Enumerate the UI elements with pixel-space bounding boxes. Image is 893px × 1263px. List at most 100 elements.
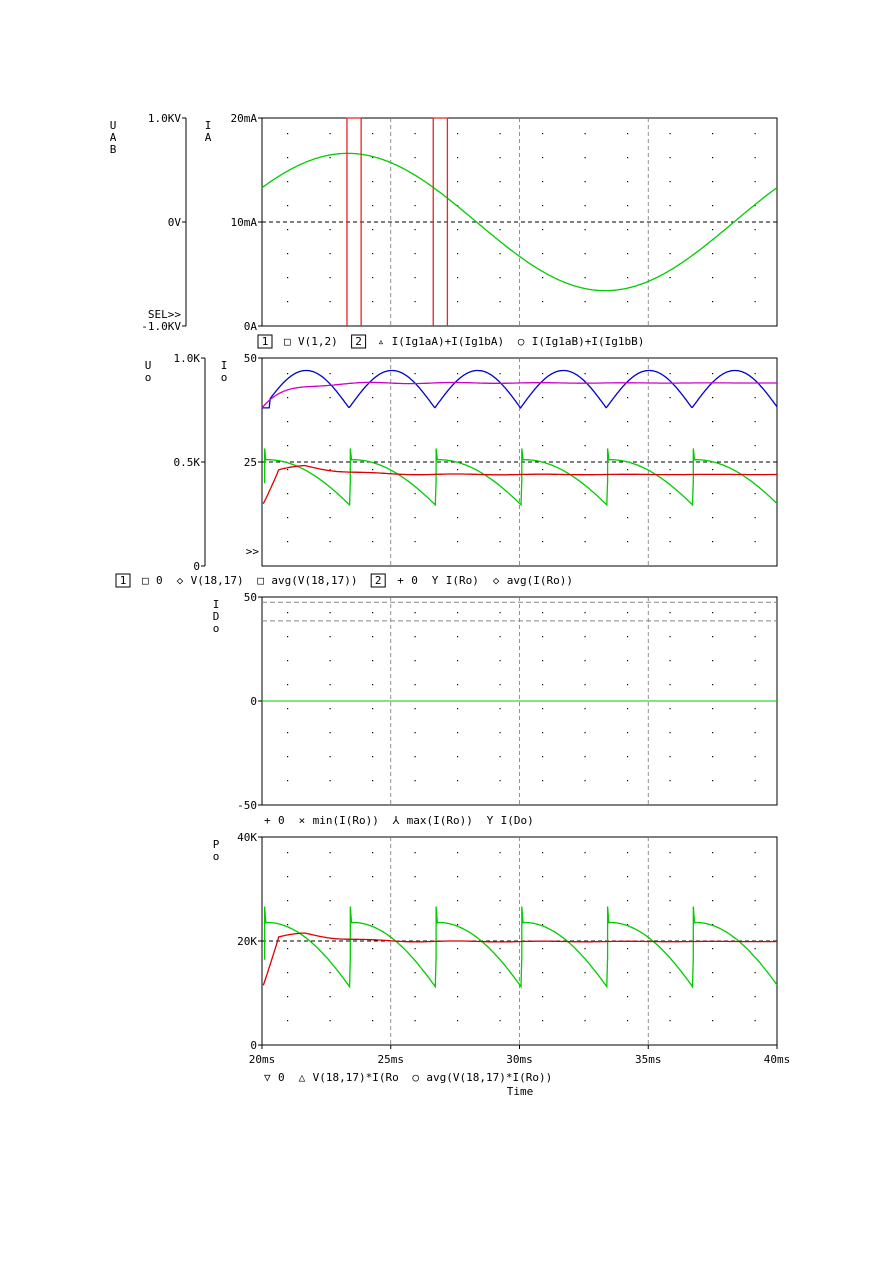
grid-dot bbox=[627, 780, 629, 782]
grid-dot bbox=[329, 493, 331, 495]
grid-dot bbox=[627, 708, 629, 710]
series-line-avg-power bbox=[262, 932, 777, 986]
grid-dot bbox=[499, 205, 501, 207]
grid-dot bbox=[329, 1020, 331, 1022]
grid-dot bbox=[287, 205, 289, 207]
grid-dot bbox=[542, 924, 544, 926]
grid-dot bbox=[542, 205, 544, 207]
grid-dot bbox=[584, 541, 586, 543]
grid-dot bbox=[372, 181, 374, 183]
grid-dot bbox=[542, 133, 544, 135]
grid-dot bbox=[499, 301, 501, 303]
grid-dot bbox=[287, 229, 289, 231]
grid-dot bbox=[329, 996, 331, 998]
grid-dot bbox=[754, 996, 756, 998]
grid-dot bbox=[457, 277, 459, 279]
grid-dot bbox=[669, 948, 671, 950]
legend-box-number: 2 bbox=[355, 335, 362, 348]
grid-dot bbox=[372, 157, 374, 159]
grid-dot bbox=[542, 660, 544, 662]
grid-dot bbox=[372, 780, 374, 782]
grid-dot bbox=[287, 157, 289, 159]
grid-dot bbox=[372, 756, 374, 758]
grid-dot bbox=[712, 469, 714, 471]
grid-dot bbox=[372, 397, 374, 399]
grid-dot bbox=[669, 277, 671, 279]
grid-dot bbox=[754, 1020, 756, 1022]
grid-dot bbox=[499, 445, 501, 447]
grid-dot bbox=[754, 445, 756, 447]
grid-dot bbox=[584, 469, 586, 471]
legend-entry: 0 bbox=[278, 1071, 285, 1084]
grid-dot bbox=[584, 301, 586, 303]
grid-dot bbox=[712, 157, 714, 159]
right-axis-label: I bbox=[205, 119, 212, 132]
grid-dot bbox=[287, 948, 289, 950]
grid-dot bbox=[584, 1020, 586, 1022]
grid-dot bbox=[542, 421, 544, 423]
grid-dot bbox=[669, 708, 671, 710]
grid-dot bbox=[414, 756, 416, 758]
grid-dot bbox=[754, 756, 756, 758]
grid-dot bbox=[372, 708, 374, 710]
grid-dot bbox=[287, 301, 289, 303]
grid-dot bbox=[754, 876, 756, 878]
grid-dot bbox=[329, 612, 331, 614]
grid-dot bbox=[542, 900, 544, 902]
grid-dot bbox=[712, 660, 714, 662]
grid-dot bbox=[414, 660, 416, 662]
grid-dot bbox=[584, 708, 586, 710]
grid-dot bbox=[712, 229, 714, 231]
grid-dot bbox=[627, 972, 629, 974]
grid-dot bbox=[414, 157, 416, 159]
grid-dot bbox=[712, 421, 714, 423]
chart-panel-4: 40K 20K 0 Po 20ms 25ms 30ms 35ms 40ms ▽ 0 △ V(18,17)… bbox=[213, 831, 791, 1098]
grid-dot bbox=[457, 660, 459, 662]
grid-dot bbox=[414, 1020, 416, 1022]
grid-dot bbox=[669, 445, 671, 447]
grid-dot bbox=[542, 996, 544, 998]
grid-dot bbox=[372, 445, 374, 447]
grid-dot bbox=[542, 517, 544, 519]
grid-dot bbox=[627, 181, 629, 183]
grid-dot bbox=[542, 301, 544, 303]
grid-dot bbox=[542, 493, 544, 495]
grid-dot bbox=[627, 157, 629, 159]
grid-dot bbox=[584, 517, 586, 519]
grid-dot bbox=[712, 972, 714, 974]
grid-dot bbox=[712, 636, 714, 638]
legend-marker: △ bbox=[299, 1071, 306, 1084]
grid-dot bbox=[372, 421, 374, 423]
grid-dot bbox=[372, 948, 374, 950]
left-axis-label: U bbox=[145, 359, 152, 372]
grid-dot bbox=[287, 732, 289, 734]
grid-dot bbox=[542, 541, 544, 543]
grid-dot bbox=[712, 1020, 714, 1022]
grid-dot bbox=[669, 972, 671, 974]
grid-dot bbox=[669, 924, 671, 926]
left-axis-label: B bbox=[110, 143, 117, 156]
left-axis-label: U bbox=[110, 119, 117, 132]
grid-dot bbox=[329, 541, 331, 543]
grid-dot bbox=[499, 517, 501, 519]
axis-tick-label: 0.5K bbox=[174, 456, 201, 469]
grid-dot bbox=[457, 301, 459, 303]
grid-dot bbox=[457, 852, 459, 854]
grid-dot bbox=[627, 397, 629, 399]
grid-dot bbox=[414, 517, 416, 519]
grid-dot bbox=[627, 517, 629, 519]
grid-dot bbox=[414, 684, 416, 686]
axis-tick-label: 1.0K bbox=[174, 352, 201, 365]
grid-dot bbox=[584, 876, 586, 878]
axis-tick-label: 10mA bbox=[231, 216, 258, 229]
grid-dot bbox=[372, 996, 374, 998]
grid-dot bbox=[372, 277, 374, 279]
grid-dot bbox=[457, 445, 459, 447]
legend-entry: I(Do) bbox=[501, 814, 534, 827]
grid-dot bbox=[457, 684, 459, 686]
legend-box bbox=[257, 334, 273, 349]
grid-dot bbox=[499, 421, 501, 423]
grid-dot bbox=[584, 421, 586, 423]
grid-dot bbox=[669, 541, 671, 543]
axis-tick-label: 40K bbox=[237, 831, 257, 844]
